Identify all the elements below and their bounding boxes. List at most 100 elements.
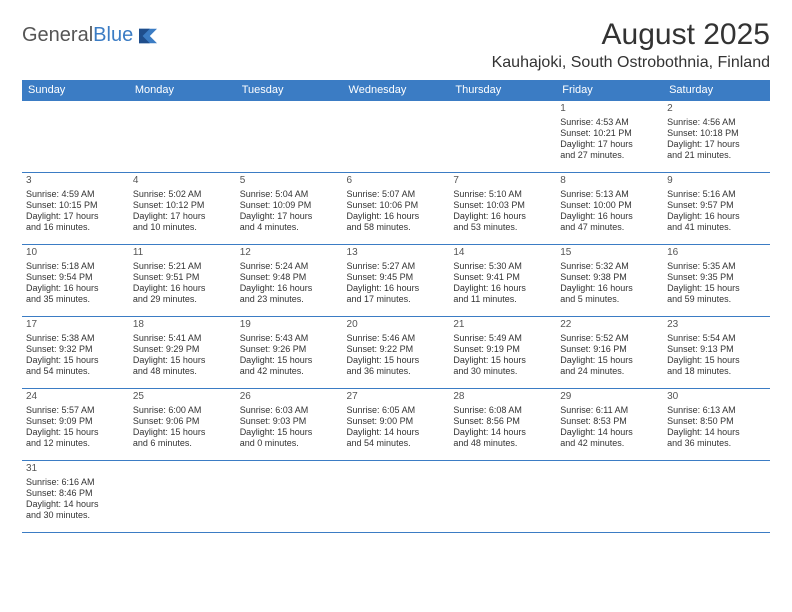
calendar-cell-empty	[22, 101, 129, 173]
day-info-line: and 10 minutes.	[133, 222, 232, 233]
day-number: 21	[453, 319, 552, 332]
calendar-cell-empty	[236, 461, 343, 533]
day-info-line: Sunrise: 5:30 AM	[453, 261, 552, 272]
day-info-line: Sunrise: 5:07 AM	[347, 189, 446, 200]
day-info-line: Daylight: 15 hours	[240, 427, 339, 438]
day-info-line: Daylight: 15 hours	[347, 355, 446, 366]
day-info-line: and 30 minutes.	[26, 510, 125, 521]
day-number: 27	[347, 391, 446, 404]
day-info-line: Daylight: 14 hours	[560, 427, 659, 438]
day-info-line: Sunrise: 5:49 AM	[453, 333, 552, 344]
day-number: 3	[26, 175, 125, 188]
day-info-line: Sunrise: 6:08 AM	[453, 405, 552, 416]
day-info-line: Sunrise: 5:02 AM	[133, 189, 232, 200]
day-number: 13	[347, 247, 446, 260]
day-info-line: Sunrise: 4:59 AM	[26, 189, 125, 200]
day-info-line: Sunset: 9:06 PM	[133, 416, 232, 427]
header: GeneralBlue August 2025 Kauhajoki, South…	[22, 18, 770, 72]
calendar-cell: 29Sunrise: 6:11 AMSunset: 8:53 PMDayligh…	[556, 389, 663, 461]
day-info-line: Daylight: 17 hours	[133, 211, 232, 222]
title-block: August 2025 Kauhajoki, South Ostrobothni…	[492, 18, 770, 72]
day-info-line: Sunset: 8:56 PM	[453, 416, 552, 427]
day-info-line: Sunrise: 5:18 AM	[26, 261, 125, 272]
day-number: 6	[347, 175, 446, 188]
calendar-head: SundayMondayTuesdayWednesdayThursdayFrid…	[22, 80, 770, 101]
day-number: 8	[560, 175, 659, 188]
day-info-line: Daylight: 16 hours	[667, 211, 766, 222]
day-info-line: Sunset: 10:06 PM	[347, 200, 446, 211]
day-info-line: Daylight: 17 hours	[240, 211, 339, 222]
day-info-line: Sunrise: 4:53 AM	[560, 117, 659, 128]
calendar-row: 17Sunrise: 5:38 AMSunset: 9:32 PMDayligh…	[22, 317, 770, 389]
day-info-line: Daylight: 15 hours	[26, 355, 125, 366]
day-info-line: Sunrise: 5:16 AM	[667, 189, 766, 200]
day-number: 1	[560, 103, 659, 116]
day-info-line: Daylight: 16 hours	[560, 211, 659, 222]
day-info-line: and 11 minutes.	[453, 294, 552, 305]
calendar-cell: 27Sunrise: 6:05 AMSunset: 9:00 PMDayligh…	[343, 389, 450, 461]
day-number: 23	[667, 319, 766, 332]
day-info-line: Sunrise: 6:05 AM	[347, 405, 446, 416]
day-info-line: Daylight: 16 hours	[347, 283, 446, 294]
calendar-cell: 17Sunrise: 5:38 AMSunset: 9:32 PMDayligh…	[22, 317, 129, 389]
weekday-header: Monday	[129, 80, 236, 101]
day-number: 30	[667, 391, 766, 404]
calendar-cell: 25Sunrise: 6:00 AMSunset: 9:06 PMDayligh…	[129, 389, 236, 461]
weekday-header: Sunday	[22, 80, 129, 101]
day-number: 24	[26, 391, 125, 404]
day-number: 25	[133, 391, 232, 404]
day-info-line: Sunset: 10:18 PM	[667, 128, 766, 139]
calendar-cell: 18Sunrise: 5:41 AMSunset: 9:29 PMDayligh…	[129, 317, 236, 389]
day-info-line: Sunrise: 5:27 AM	[347, 261, 446, 272]
logo-text-a: General	[22, 24, 93, 46]
day-info-line: Sunrise: 6:03 AM	[240, 405, 339, 416]
calendar-cell-empty	[663, 461, 770, 533]
calendar-cell: 2Sunrise: 4:56 AMSunset: 10:18 PMDayligh…	[663, 101, 770, 173]
calendar-cell: 8Sunrise: 5:13 AMSunset: 10:00 PMDayligh…	[556, 173, 663, 245]
day-number: 9	[667, 175, 766, 188]
day-info-line: Daylight: 16 hours	[133, 283, 232, 294]
flag-icon	[137, 27, 159, 45]
calendar-cell: 22Sunrise: 5:52 AMSunset: 9:16 PMDayligh…	[556, 317, 663, 389]
calendar-cell: 6Sunrise: 5:07 AMSunset: 10:06 PMDayligh…	[343, 173, 450, 245]
day-info-line: Sunset: 10:03 PM	[453, 200, 552, 211]
day-info-line: Sunrise: 6:00 AM	[133, 405, 232, 416]
day-info-line: and 29 minutes.	[133, 294, 232, 305]
day-info-line: and 42 minutes.	[240, 366, 339, 377]
day-info-line: Sunrise: 5:41 AM	[133, 333, 232, 344]
day-info-line: Daylight: 17 hours	[667, 139, 766, 150]
day-info-line: Sunset: 8:46 PM	[26, 488, 125, 499]
day-info-line: Sunrise: 5:57 AM	[26, 405, 125, 416]
day-number: 12	[240, 247, 339, 260]
calendar-cell: 24Sunrise: 5:57 AMSunset: 9:09 PMDayligh…	[22, 389, 129, 461]
day-info-line: and 12 minutes.	[26, 438, 125, 449]
day-info-line: Sunset: 9:22 PM	[347, 344, 446, 355]
day-info-line: Sunrise: 5:04 AM	[240, 189, 339, 200]
day-info-line: Daylight: 15 hours	[560, 355, 659, 366]
day-info-line: Sunrise: 5:35 AM	[667, 261, 766, 272]
calendar-cell: 11Sunrise: 5:21 AMSunset: 9:51 PMDayligh…	[129, 245, 236, 317]
day-info-line: and 36 minutes.	[667, 438, 766, 449]
day-info-line: Sunset: 9:29 PM	[133, 344, 232, 355]
day-number: 11	[133, 247, 232, 260]
day-info-line: Daylight: 15 hours	[240, 355, 339, 366]
calendar-cell: 21Sunrise: 5:49 AMSunset: 9:19 PMDayligh…	[449, 317, 556, 389]
calendar-cell: 19Sunrise: 5:43 AMSunset: 9:26 PMDayligh…	[236, 317, 343, 389]
day-info-line: Sunset: 9:38 PM	[560, 272, 659, 283]
day-info-line: Sunset: 9:51 PM	[133, 272, 232, 283]
day-info-line: Sunset: 9:32 PM	[26, 344, 125, 355]
day-info-line: Daylight: 15 hours	[26, 427, 125, 438]
day-info-line: and 47 minutes.	[560, 222, 659, 233]
day-info-line: Sunrise: 5:10 AM	[453, 189, 552, 200]
day-info-line: Sunset: 8:50 PM	[667, 416, 766, 427]
calendar-row: 31Sunrise: 6:16 AMSunset: 8:46 PMDayligh…	[22, 461, 770, 533]
day-info-line: and 24 minutes.	[560, 366, 659, 377]
calendar-cell-empty	[343, 101, 450, 173]
day-info-line: Sunset: 8:53 PM	[560, 416, 659, 427]
day-info-line: Sunrise: 6:13 AM	[667, 405, 766, 416]
calendar-row: 1Sunrise: 4:53 AMSunset: 10:21 PMDayligh…	[22, 101, 770, 173]
day-info-line: Sunrise: 5:46 AM	[347, 333, 446, 344]
calendar-cell: 12Sunrise: 5:24 AMSunset: 9:48 PMDayligh…	[236, 245, 343, 317]
calendar-cell: 9Sunrise: 5:16 AMSunset: 9:57 PMDaylight…	[663, 173, 770, 245]
calendar-cell: 14Sunrise: 5:30 AMSunset: 9:41 PMDayligh…	[449, 245, 556, 317]
